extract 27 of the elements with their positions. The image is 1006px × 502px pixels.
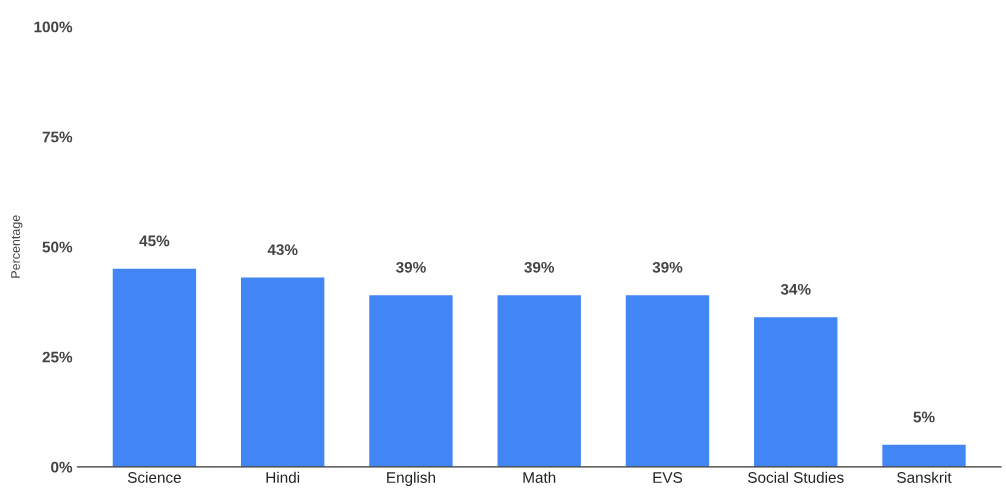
- x-tick-label: EVS: [653, 472, 683, 483]
- y-axis-title: Percentage: [11, 215, 23, 278]
- data-label: 45%: [139, 235, 170, 247]
- bar: [112, 268, 197, 467]
- x-tick-label: Sanskrit: [897, 471, 952, 483]
- data-label: 34%: [780, 283, 811, 295]
- x-tick-label: Social Studies: [748, 471, 844, 483]
- data-label: 39%: [652, 261, 683, 273]
- data-label: 43%: [267, 244, 298, 256]
- x-tick-label: Science: [127, 471, 181, 483]
- x-tick-label: Hindi: [266, 471, 300, 483]
- y-tick-label: 75%: [42, 131, 73, 143]
- bar: [754, 317, 838, 467]
- data-label: 5%: [913, 411, 935, 423]
- bar: [369, 295, 453, 467]
- y-tick-label: 0%: [51, 461, 73, 473]
- x-tick-label: Math: [523, 471, 556, 483]
- bar: [625, 295, 710, 467]
- data-label: 39%: [396, 261, 426, 273]
- x-tick-label: English: [387, 471, 436, 486]
- y-tick-label: 100%: [34, 21, 73, 33]
- bar: [497, 295, 581, 467]
- data-label: 39%: [524, 261, 555, 273]
- bar: [882, 444, 966, 467]
- y-tick-label: 50%: [42, 241, 73, 253]
- y-tick-label: 25%: [42, 351, 73, 363]
- bar: [241, 277, 325, 467]
